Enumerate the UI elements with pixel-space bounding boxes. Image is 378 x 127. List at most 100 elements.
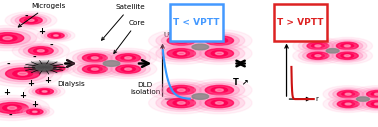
Circle shape [103,61,120,66]
Circle shape [156,45,207,62]
Circle shape [44,32,68,39]
Circle shape [77,63,112,75]
Text: +: + [31,100,38,109]
Circle shape [345,93,351,95]
Circle shape [200,34,239,47]
Text: +: + [3,88,10,97]
Text: -: - [6,60,10,69]
Circle shape [41,31,71,41]
Circle shape [28,19,34,21]
Circle shape [323,86,373,103]
Circle shape [106,62,150,77]
Text: +: + [19,91,26,100]
Circle shape [345,103,351,105]
Circle shape [3,37,12,40]
Circle shape [362,99,378,109]
Circle shape [307,42,329,50]
Circle shape [156,94,207,112]
Text: U(r): U(r) [164,32,177,38]
Circle shape [77,52,112,64]
Circle shape [0,63,53,84]
Circle shape [205,36,234,45]
Circle shape [205,85,234,95]
Circle shape [12,41,70,60]
Circle shape [91,68,98,70]
Circle shape [337,90,359,98]
Circle shape [187,92,252,114]
Circle shape [149,42,214,64]
Circle shape [54,35,58,36]
Circle shape [322,47,372,64]
Circle shape [45,65,68,73]
Circle shape [34,48,48,53]
Circle shape [177,52,185,55]
Circle shape [26,109,43,115]
Circle shape [0,60,62,87]
Circle shape [32,87,57,96]
Circle shape [51,34,61,37]
Circle shape [194,45,245,62]
Circle shape [328,97,368,111]
Text: +: + [44,76,51,84]
Circle shape [358,97,378,111]
Circle shape [161,83,201,97]
Text: Core: Core [114,20,145,53]
Circle shape [211,100,228,106]
Circle shape [215,89,223,91]
Circle shape [6,68,40,79]
Circle shape [173,100,189,106]
Circle shape [13,70,33,77]
Circle shape [173,38,189,43]
Circle shape [66,59,123,79]
Circle shape [73,50,117,65]
Text: -: - [25,12,28,21]
Circle shape [352,96,378,112]
Circle shape [211,51,228,56]
Circle shape [341,44,354,48]
Circle shape [116,65,141,73]
Circle shape [200,96,239,110]
Circle shape [23,45,58,57]
Circle shape [100,59,157,79]
Circle shape [322,37,372,54]
Circle shape [82,65,107,73]
Circle shape [32,63,56,71]
Circle shape [161,47,201,60]
Circle shape [66,48,123,68]
Circle shape [42,64,71,74]
Circle shape [116,54,141,62]
Circle shape [38,62,76,75]
FancyBboxPatch shape [274,4,327,41]
Circle shape [333,99,364,109]
Circle shape [23,108,46,116]
Circle shape [100,48,157,68]
Circle shape [0,100,35,116]
Circle shape [375,93,378,95]
Circle shape [358,88,378,101]
Circle shape [194,94,245,112]
Circle shape [311,54,324,58]
Circle shape [307,52,329,59]
Circle shape [328,39,367,52]
Circle shape [0,28,37,48]
Circle shape [333,89,364,99]
Circle shape [20,17,42,24]
Circle shape [161,96,201,110]
Text: DLD
isolation: DLD isolation [130,82,160,95]
Circle shape [371,92,378,96]
Circle shape [215,102,223,104]
Circle shape [211,38,228,43]
Text: T > VPTT: T > VPTT [277,18,324,27]
Circle shape [36,64,53,70]
Circle shape [28,47,53,55]
Circle shape [0,33,24,44]
Text: T < VPTT: T < VPTT [173,18,220,27]
Circle shape [215,52,223,55]
Circle shape [302,41,333,51]
Circle shape [194,82,245,99]
Circle shape [337,100,359,108]
Circle shape [3,105,22,111]
FancyBboxPatch shape [170,4,223,41]
Circle shape [149,79,214,101]
Circle shape [328,49,367,62]
